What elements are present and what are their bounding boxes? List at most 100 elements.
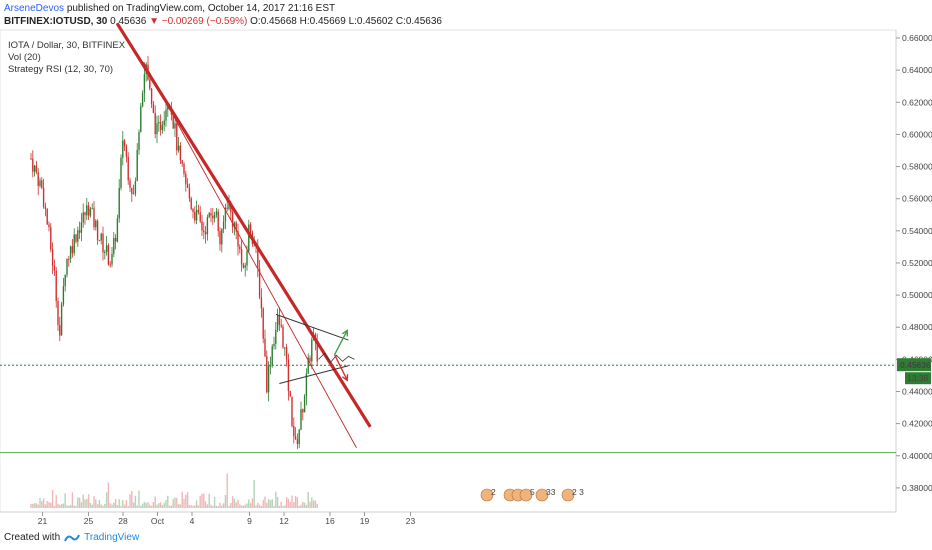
- candle-body: [131, 187, 133, 194]
- candle-body: [194, 211, 196, 221]
- event-flag-icon: [519, 488, 533, 502]
- candle-body: [129, 180, 131, 188]
- volume-bar: [105, 492, 108, 508]
- candle-body: [285, 347, 288, 360]
- volume-bar: [235, 502, 237, 508]
- volume-bar: [159, 502, 162, 508]
- symbol: BITFINEX:IOTUSD, 30: [4, 16, 108, 27]
- candle-body: [41, 180, 43, 188]
- candle-body: [149, 79, 151, 89]
- tradingview-logo-icon: [64, 534, 81, 541]
- y-tick-label: 0.66000: [902, 33, 932, 43]
- y-tick-label: 0.60000: [902, 129, 932, 139]
- volume-bar: [174, 497, 176, 508]
- y-tick-label: 0.44000: [902, 387, 932, 397]
- volume-bar: [280, 501, 282, 508]
- volume-bar: [30, 504, 32, 508]
- candle-body: [89, 208, 92, 216]
- arrow-head-icon: [341, 374, 349, 382]
- triangle-upper-line: [275, 313, 349, 341]
- y-tick-label: 0.48000: [902, 322, 932, 332]
- candle-body: [114, 237, 117, 242]
- volume-bar: [161, 505, 164, 508]
- candle-body: [226, 207, 228, 209]
- x-tick-label: 23: [406, 516, 416, 526]
- candle-body: [273, 343, 275, 347]
- volume-bar: [249, 503, 252, 508]
- countdown-tag: [905, 372, 931, 385]
- candle-body: [291, 396, 293, 427]
- volume-bar: [282, 505, 284, 508]
- candle-body: [80, 222, 83, 233]
- volume-bar: [212, 505, 214, 508]
- volume-bar: [84, 499, 86, 508]
- candle-body: [208, 213, 210, 218]
- candle-body: [140, 106, 142, 132]
- candle-body: [246, 251, 248, 266]
- candle-body: [152, 104, 155, 113]
- candle-body: [258, 268, 261, 298]
- candle-body: [84, 212, 86, 216]
- author-link[interactable]: ArseneDevos: [4, 3, 65, 14]
- volume-bar: [68, 505, 70, 508]
- volume-bar: [262, 499, 264, 508]
- candle-body: [203, 230, 205, 233]
- candle-body: [192, 208, 194, 212]
- volume-bar: [86, 498, 88, 508]
- volume-bar: [273, 505, 275, 508]
- volume-bar: [188, 505, 191, 508]
- volume-bar: [114, 498, 117, 508]
- volume-bar: [267, 499, 270, 508]
- candle-body: [206, 217, 209, 235]
- candle-body: [190, 198, 192, 209]
- tradingview-brand[interactable]: TradingView: [84, 532, 140, 543]
- volume-bar: [136, 505, 138, 508]
- candle-body: [105, 245, 108, 252]
- volume-bar: [231, 496, 234, 508]
- candle-body: [217, 211, 219, 232]
- volume-bar: [251, 498, 254, 508]
- volume-bar: [69, 505, 72, 508]
- candle-body: [275, 329, 277, 344]
- volume-bar: [60, 504, 63, 508]
- volume-bar: [194, 505, 196, 508]
- candle-body: [233, 222, 236, 227]
- x-tick-label: 12: [279, 516, 289, 526]
- volume-bar: [287, 498, 290, 508]
- candle-body: [183, 163, 185, 174]
- volume-bar: [131, 490, 133, 508]
- volume-bar: [154, 496, 156, 508]
- volume-bar: [302, 501, 304, 508]
- volume-bar: [239, 504, 241, 508]
- volume-bar: [240, 505, 243, 508]
- candle-body: [73, 234, 75, 254]
- y-tick-label: 0.54000: [902, 226, 932, 236]
- candle-body: [104, 251, 106, 253]
- volume-bar: [179, 504, 182, 508]
- candle-body: [136, 149, 138, 182]
- x-tick-label: 9: [247, 516, 252, 526]
- published-text: published on TradingView.com, October 14…: [66, 3, 336, 14]
- volume-bar: [199, 495, 201, 508]
- candle-body: [96, 220, 99, 241]
- candle-body: [57, 301, 59, 326]
- ohlc-text: O:0.45668 H:0.45669 L:0.45602 C:0.45636: [250, 16, 442, 27]
- x-tick-label: 25: [84, 516, 94, 526]
- volume-bar: [253, 480, 255, 508]
- volume-bars: [30, 473, 318, 508]
- candle-body: [48, 224, 50, 228]
- candle-body: [276, 316, 279, 330]
- plot-frame: [0, 29, 897, 513]
- volume-bar: [213, 497, 216, 508]
- price-tag: [897, 358, 931, 372]
- legend-strategy: Strategy RSI (12, 30, 70): [8, 64, 114, 75]
- candle-body: [316, 341, 318, 362]
- candle-body: [284, 347, 286, 349]
- volume-bar: [32, 503, 34, 508]
- projection-zigzag: [318, 352, 355, 364]
- event-flag-icon: [561, 488, 575, 502]
- trendline: [143, 61, 357, 448]
- volume-bar: [71, 492, 74, 508]
- candle-body: [298, 429, 300, 444]
